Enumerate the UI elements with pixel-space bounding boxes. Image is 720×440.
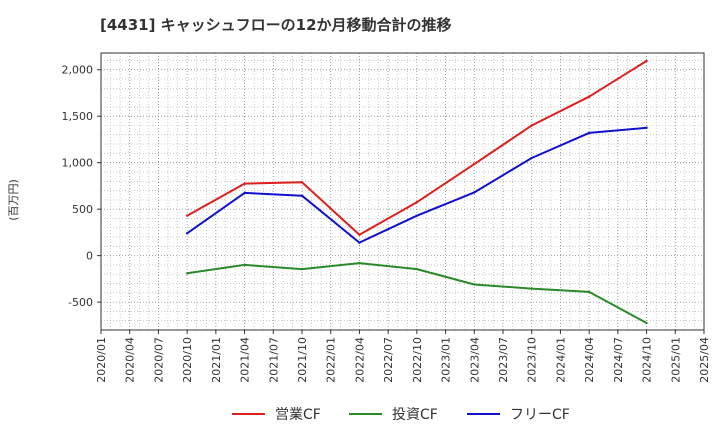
x-tick-label: 2020/01: [95, 337, 108, 383]
data-point: [473, 191, 476, 194]
y-tick-label: 1,500: [62, 110, 94, 123]
x-tick-label: 2025/01: [669, 337, 682, 383]
data-point: [587, 95, 591, 98]
series-group: [185, 59, 648, 325]
x-tick-label: 2023/01: [440, 337, 453, 383]
x-tick-label: 2024/07: [612, 337, 625, 383]
data-point: [473, 162, 476, 166]
data-point: [587, 131, 591, 135]
x-tick-label: 2021/01: [210, 337, 223, 383]
data-point: [300, 267, 304, 271]
x-tick-label: 2020/04: [124, 337, 137, 383]
legend-label: 投資CF: [392, 407, 438, 423]
legend: 営業CF 投資CF フリーCF: [232, 407, 570, 423]
x-tick-label: 2023/07: [497, 337, 510, 383]
data-point: [300, 181, 304, 184]
chart-title: [4431] キャッシュフローの12か月移動合計の推移: [100, 16, 452, 34]
y-tick-label: 1,000: [62, 157, 94, 170]
plot-frame: [100, 52, 705, 331]
data-point: [530, 156, 533, 160]
x-tick-label: 2025/04: [698, 337, 711, 383]
x-tick-label: 2023/04: [468, 337, 481, 383]
data-point: [587, 290, 591, 294]
data-point: [300, 194, 304, 197]
data-point: [530, 124, 533, 127]
y-tick-label: 500: [72, 203, 93, 216]
x-tick-label: 2021/07: [267, 337, 280, 383]
x-tick-label: 2020/07: [152, 337, 165, 383]
x-tick-label: 2023/10: [526, 337, 539, 383]
x-tick-label: 2022/10: [411, 337, 424, 383]
data-point: [415, 267, 419, 271]
data-point: [415, 200, 419, 204]
y-tick-label: 2,000: [62, 64, 94, 77]
data-point: [358, 233, 361, 236]
x-tick-label: 2022/04: [353, 337, 366, 383]
data-point: [645, 321, 648, 325]
x-tick-label: 2021/04: [239, 337, 252, 383]
x-tick-label: 2020/10: [181, 337, 194, 383]
data-point: [243, 182, 246, 185]
data-point: [530, 287, 533, 290]
x-tick-label: 2021/10: [296, 337, 309, 383]
x-axis: 2020/01 2020/04 2020/07 2020/10 2021/01 2021/…: [95, 330, 711, 383]
x-tick-label: 2022/01: [325, 337, 338, 383]
y-axis-label: (百万円): [7, 179, 20, 221]
x-tick-label: 2024/10: [641, 337, 654, 383]
x-tick-label: 2024/01: [554, 337, 567, 383]
data-point: [358, 241, 361, 244]
y-tick-label: -500: [68, 296, 93, 309]
y-tick-label: 0: [86, 250, 93, 263]
data-point: [243, 263, 246, 267]
data-point: [185, 232, 189, 235]
data-point: [415, 214, 419, 217]
x-tick-label: 2022/07: [382, 337, 395, 383]
legend-label: 営業CF: [275, 407, 321, 423]
plot-background: [101, 53, 704, 330]
data-point: [645, 59, 648, 63]
x-tick-label: 2024/04: [583, 337, 596, 383]
data-point: [185, 272, 189, 275]
data-point: [358, 261, 361, 265]
data-point: [473, 283, 476, 286]
data-point: [185, 214, 189, 217]
data-point: [243, 191, 246, 195]
y-axis: -500 0 500 1,000 1,500 2,000: [62, 64, 101, 309]
data-point: [645, 126, 648, 130]
legend-label: フリーCF: [510, 407, 570, 423]
